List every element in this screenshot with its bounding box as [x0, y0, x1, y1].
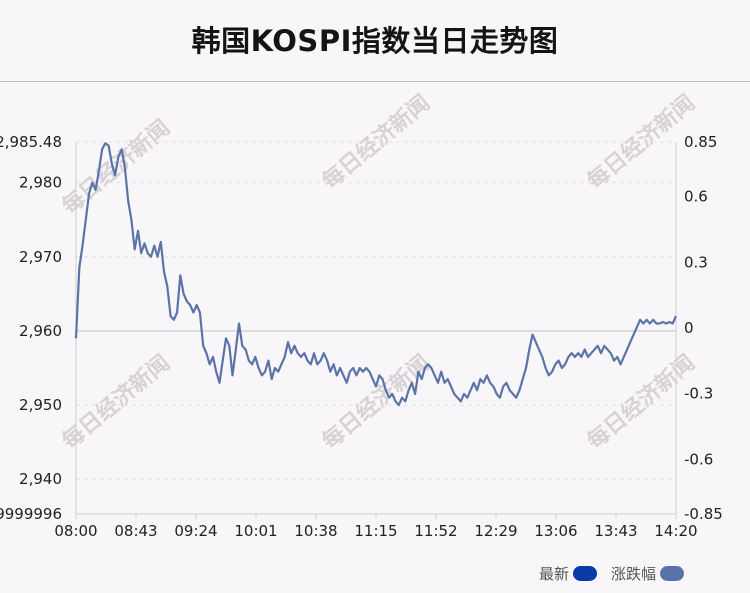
- y-left-tick-label: 2,970: [19, 248, 62, 266]
- y-right-tick-label: 0.6: [684, 188, 708, 206]
- chart-title: 韩国KOSPI指数当日走势图: [191, 24, 559, 58]
- y-right-tick-label: 0.85: [684, 133, 717, 151]
- watermark-text: 每日经济新闻: [57, 350, 175, 455]
- x-tick-label: 11:15: [354, 522, 397, 540]
- x-tick-label: 12:29: [474, 522, 517, 540]
- y-left-tick-label: 2,940: [19, 470, 62, 488]
- axes: [75, 142, 677, 515]
- x-tick-label: 13:43: [594, 522, 637, 540]
- x-tick-label: 13:06: [534, 522, 577, 540]
- y-right-tick-label: -0.3: [684, 385, 713, 403]
- x-tick-label: 14:20: [654, 522, 697, 540]
- y-axis-left-labels: 2,985.48 2,980 2,970 2,960 2,950 2,940 2,935.3…: [0, 133, 62, 523]
- y-right-tick-label: 0.3: [684, 253, 708, 271]
- y-left-tick-label: 2,950: [19, 396, 62, 414]
- watermark-text: 每日经济新闻: [582, 350, 700, 455]
- legend-item-latest[interactable]: 最新: [539, 563, 597, 584]
- x-tick-label: 11:52: [414, 522, 457, 540]
- x-tick-label: 10:01: [234, 522, 277, 540]
- series-line-latest: [74, 142, 678, 407]
- x-tick-label: 09:24: [174, 522, 217, 540]
- y-axis-right-labels: 0.85 0.6 0.3 0 -0.3 -0.6 -0.85: [684, 133, 723, 523]
- y-left-tick-label: 2,980: [19, 174, 62, 192]
- y-right-tick-label: 0: [684, 319, 694, 337]
- legend-label-latest: 最新: [538, 565, 569, 583]
- legend-swatch-latest: [572, 566, 597, 581]
- legend-label-change: 涨跌幅: [610, 565, 656, 583]
- y-right-tick-label: -0.85: [684, 505, 723, 523]
- series-layer: [74, 142, 678, 407]
- title-divider: [0, 81, 750, 82]
- grid-lines: [76, 141, 676, 515]
- x-tick-label: 10:38: [294, 522, 337, 540]
- legend-swatch-change: [660, 566, 684, 581]
- y-left-tick-label: 2,935.3099999999996: [0, 505, 62, 523]
- x-tick-label: 08:43: [114, 522, 157, 540]
- legend: 最新 涨跌幅: [525, 563, 684, 584]
- legend-item-change[interactable]: 涨跌幅: [611, 563, 684, 584]
- y-left-tick-label: 2,985.48: [0, 133, 62, 151]
- x-axis-labels: 08:00 08:43 09:24 10:01 10:38 11:15 11:52 12:29…: [54, 514, 698, 540]
- y-left-tick-label: 2,960: [19, 322, 62, 340]
- y-right-tick-label: -0.6: [684, 450, 713, 468]
- x-tick-label: 08:00: [54, 522, 97, 540]
